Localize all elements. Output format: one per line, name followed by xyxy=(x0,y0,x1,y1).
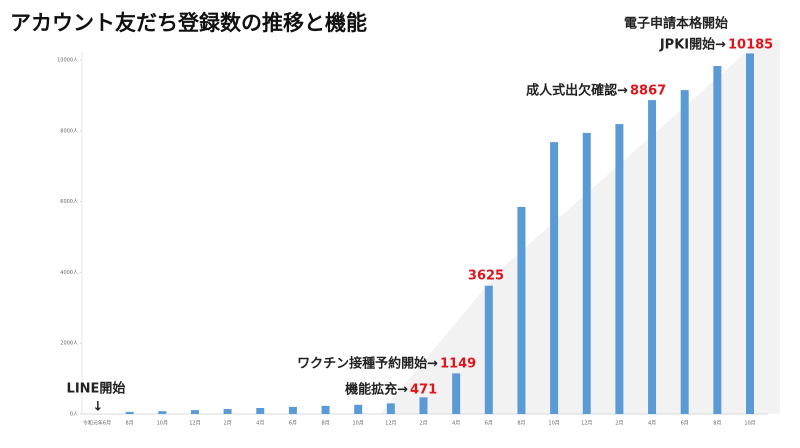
annotation: ワクチン接種予約開始→ xyxy=(297,356,438,372)
bar xyxy=(484,285,493,414)
x-tick-label: 10月 xyxy=(157,421,168,427)
x-tick-label: 4月 xyxy=(452,421,460,427)
bar xyxy=(550,142,559,415)
x-tick-label: 12月 xyxy=(189,421,200,427)
bar xyxy=(125,411,134,414)
annotation: ↓ xyxy=(93,400,104,415)
x-tick-label: 令和元年6月 xyxy=(83,420,111,427)
x-tick-label: 4月 xyxy=(256,421,264,427)
bar xyxy=(223,409,232,414)
annotation: 機能拡充→ xyxy=(345,382,408,398)
bar xyxy=(321,405,330,414)
annotation: JPKI開始→ xyxy=(659,37,726,53)
bar xyxy=(256,407,265,414)
bar xyxy=(582,132,591,414)
data-label: 8867 xyxy=(630,84,666,99)
x-tick-label: 12月 xyxy=(581,421,592,427)
annotation: 電子申請本格開始 xyxy=(624,16,728,32)
x-tick-label: 8月 xyxy=(321,421,329,427)
y-tick-label: 10000人 xyxy=(57,58,78,64)
annotation: 成人式出欠確認→ xyxy=(526,83,628,99)
y-tick-label: 2000人 xyxy=(60,341,78,347)
bar xyxy=(680,90,689,414)
data-label: 471 xyxy=(410,383,437,398)
x-tick-label: 2月 xyxy=(224,421,232,427)
x-tick-label: 4月 xyxy=(648,421,656,427)
x-tick-label: 6月 xyxy=(485,421,493,427)
x-tick-label: 8月 xyxy=(126,421,134,427)
bar xyxy=(288,406,297,414)
y-tick-label: 6000人 xyxy=(60,199,78,205)
x-tick-label: 10月 xyxy=(353,421,364,427)
bar xyxy=(452,373,461,414)
annotation: LINE開始 xyxy=(67,381,126,397)
data-label: 3625 xyxy=(468,269,504,284)
background-shape xyxy=(380,40,780,414)
bar xyxy=(517,206,526,414)
y-tick-label: 4000人 xyxy=(60,270,78,276)
x-tick-label: 8月 xyxy=(517,421,525,427)
x-tick-label: 12月 xyxy=(385,421,396,427)
y-tick-label: 8000人 xyxy=(60,128,78,134)
bar xyxy=(354,404,363,414)
data-label: 1149 xyxy=(440,357,476,372)
chart-title: アカウント友だち登録数の推移と機能 xyxy=(10,11,367,35)
bar xyxy=(615,124,624,414)
x-tick-label: 10月 xyxy=(744,421,755,427)
bar xyxy=(190,410,199,414)
bar xyxy=(713,66,722,414)
bar xyxy=(746,53,754,415)
data-label: 10185 xyxy=(728,38,773,53)
x-tick-label: 6月 xyxy=(681,421,689,427)
x-tick-label: 6月 xyxy=(289,421,297,427)
bar xyxy=(158,411,167,414)
bar xyxy=(419,397,428,414)
y-tick-label: 0人 xyxy=(70,412,78,418)
x-tick-label: 8月 xyxy=(713,421,721,427)
x-tick-label: 2月 xyxy=(419,421,427,427)
bar xyxy=(648,100,657,414)
bar xyxy=(386,403,395,414)
x-tick-label: 2月 xyxy=(615,421,623,427)
x-tick-label: 10月 xyxy=(548,421,559,427)
